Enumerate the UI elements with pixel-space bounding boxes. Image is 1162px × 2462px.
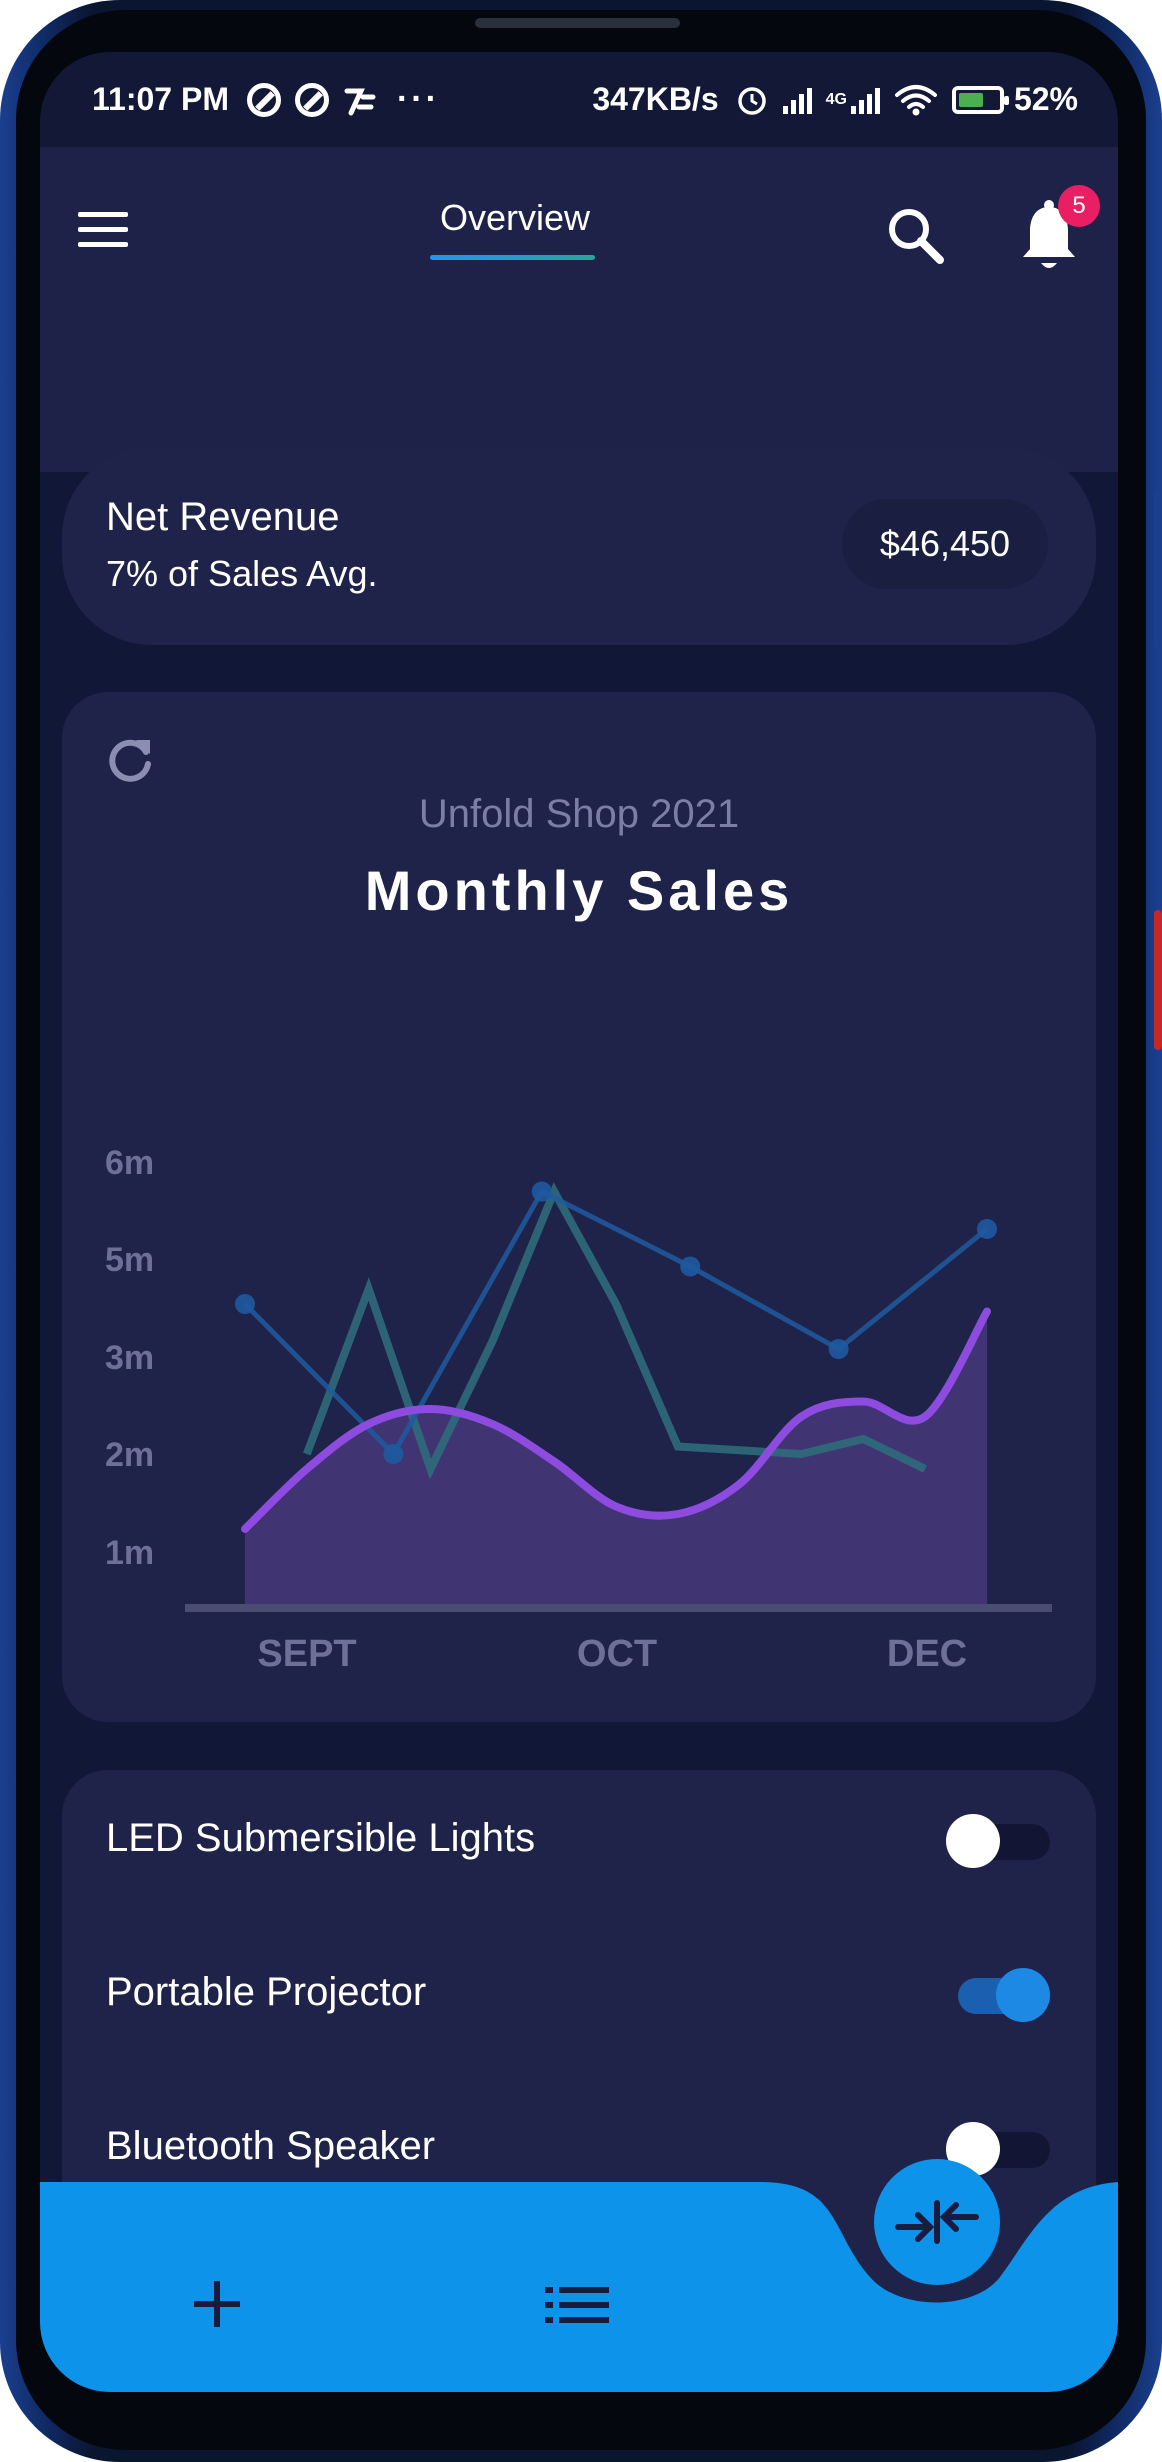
volume-button xyxy=(1154,490,1162,650)
revenue-amount: $46,450 xyxy=(842,499,1048,589)
blue-point-0 xyxy=(235,1294,255,1314)
y-tick-label: 2m xyxy=(105,1436,154,1474)
status-bar: 11:07 PM ··· 347KB/s 4G 52% xyxy=(40,52,1118,147)
compare-fab-button[interactable] xyxy=(874,2159,1000,2285)
app-header: Overview 5 xyxy=(40,147,1118,472)
battery-percent: 52% xyxy=(1013,81,1078,117)
blue-line-series xyxy=(243,1188,989,1459)
toggle-bluetooth-speaker[interactable] xyxy=(946,2122,1050,2176)
y-tick-label: 5m xyxy=(105,1241,154,1279)
y-tick-label: 6m xyxy=(105,1144,154,1182)
x-tick-label: OCT xyxy=(577,1633,657,1675)
compress-icon xyxy=(895,2200,979,2244)
power-button xyxy=(1154,910,1162,1050)
blue-point-1 xyxy=(383,1444,404,1464)
sync-icon-2 xyxy=(294,82,329,117)
menu-icon[interactable] xyxy=(78,212,128,248)
green-line-series xyxy=(303,1182,927,1480)
blue-point-5 xyxy=(977,1219,997,1239)
earpiece-speaker xyxy=(475,18,680,28)
monthly-sales-card: Unfold Shop 2021 Monthly Sales 6m 5m 3m 2m 1… xyxy=(62,692,1096,1722)
list-icon[interactable] xyxy=(545,2285,609,2325)
network-type: 4G xyxy=(825,90,847,108)
area-series-line xyxy=(241,1307,991,1533)
blue-point-3 xyxy=(680,1256,701,1277)
toggle-portable-projector[interactable] xyxy=(946,1968,1050,2022)
product-name: LED Submersible Lights xyxy=(106,1816,536,1860)
notification-badge: 5 xyxy=(1058,185,1100,227)
y-tick-label: 1m xyxy=(105,1534,154,1572)
toggle-led-submersible-lights[interactable] xyxy=(946,1814,1050,1868)
search-icon[interactable] xyxy=(885,205,945,265)
chart-title: Monthly Sales xyxy=(364,859,794,922)
x-tick-label: DEC xyxy=(887,1633,967,1675)
app-screen: 11:07 PM ··· 347KB/s 4G 52% Overview 5 N… xyxy=(40,52,1118,2392)
y-tick-label: 3m xyxy=(105,1339,154,1377)
tab-overview[interactable]: Overview xyxy=(439,197,591,238)
blue-point-4 xyxy=(828,1339,849,1359)
revenue-title: Net Revenue xyxy=(106,495,340,539)
wifi-icon xyxy=(894,84,937,115)
sync-icon xyxy=(246,82,281,117)
battery-icon xyxy=(951,85,1009,114)
alarm-icon xyxy=(737,86,766,115)
status-time: 11:07 PM xyxy=(92,81,229,117)
area-series-fill xyxy=(245,1311,987,1604)
add-icon[interactable] xyxy=(190,2277,244,2331)
refresh-icon[interactable] xyxy=(102,732,158,788)
sales-chart: 6m 5m 3m 2m 1m SEPT OCT DEC xyxy=(105,1144,1052,1675)
signal-icon xyxy=(782,86,812,114)
tab-indicator xyxy=(430,255,595,260)
product-name: Bluetooth Speaker xyxy=(106,2124,436,2168)
x-tick-label: SEPT xyxy=(257,1633,356,1675)
net-speed: 347KB/s xyxy=(592,81,719,117)
blue-point-2 xyxy=(531,1181,552,1202)
net-revenue-card: Net Revenue 7% of Sales Avg. $46,450 xyxy=(62,447,1096,645)
signal-icon-2 xyxy=(850,86,880,114)
revenue-subtitle: 7% of Sales Avg. xyxy=(106,553,378,594)
chart-subtitle: Unfold Shop 2021 xyxy=(418,792,740,836)
more-notifications-icon: ··· xyxy=(396,80,440,118)
product-name: Portable Projector xyxy=(106,1970,427,2014)
app-notification-icon xyxy=(344,88,376,115)
